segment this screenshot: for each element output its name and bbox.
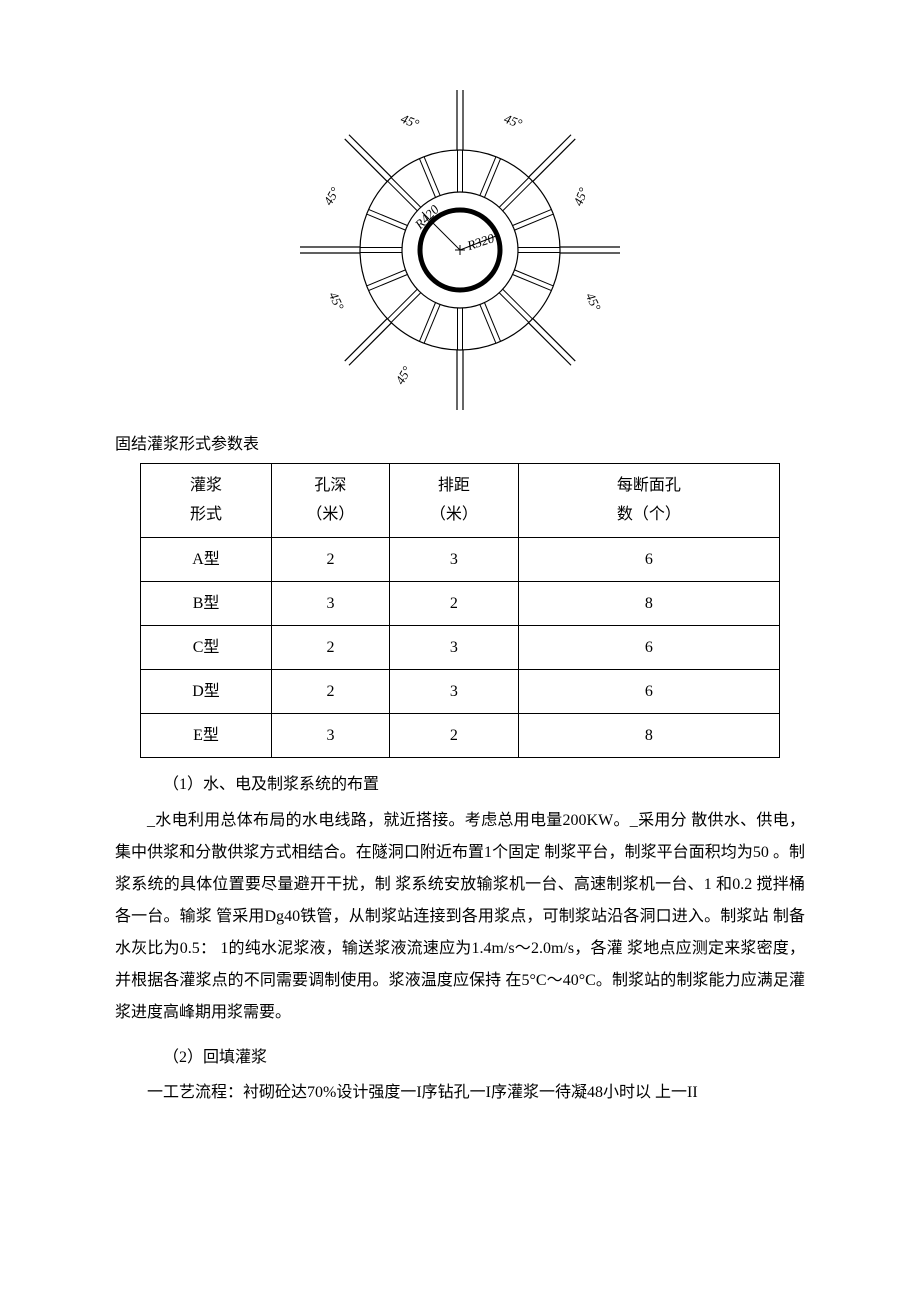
table-row: B型328: [141, 582, 780, 626]
table-cell: A型: [141, 538, 272, 582]
table-cell: 6: [518, 626, 779, 670]
table-cell: D型: [141, 670, 272, 714]
svg-text:45°: 45°: [502, 111, 524, 131]
paragraph-1: _水电利用总体布局的水电线路，就近搭接。考虑总用电量200KW。_采用分 散供水…: [115, 805, 805, 1029]
table-header-row: 灌浆形式 孔深（米） 排距（米） 每断面孔数（个）: [141, 464, 780, 538]
col-header-depth: 孔深（米）: [272, 464, 390, 538]
table-cell: 2: [272, 538, 390, 582]
table-cell: 2: [389, 582, 518, 626]
svg-text:45°: 45°: [320, 184, 342, 207]
table-row: D型236: [141, 670, 780, 714]
col-header-label: 孔深（米）: [306, 477, 354, 523]
table-cell: C型: [141, 626, 272, 670]
table-row: C型236: [141, 626, 780, 670]
table-cell: 2: [272, 670, 390, 714]
svg-text:45°: 45°: [399, 111, 421, 132]
table-cell: 6: [518, 670, 779, 714]
table-caption: 固结灌浆形式参数表: [115, 430, 805, 460]
table-cell: 3: [272, 582, 390, 626]
col-header-label: 灌浆形式: [190, 477, 222, 523]
table-row: A型236: [141, 538, 780, 582]
subheading-1: （1）水、电及制浆系统的布置: [115, 770, 805, 800]
col-header-label: 每断面孔数（个）: [617, 477, 681, 523]
svg-text:45°: 45°: [570, 185, 591, 207]
subheading-2: （2）回填灌浆: [115, 1043, 805, 1073]
table-cell: B型: [141, 582, 272, 626]
grouting-diagram: R420R32045°45°45°45°45°45°45°: [115, 80, 805, 420]
table-cell: 8: [518, 582, 779, 626]
table-cell: 6: [518, 538, 779, 582]
table-cell: 3: [389, 538, 518, 582]
table-cell: 3: [389, 670, 518, 714]
table-cell: 2: [389, 714, 518, 758]
table-cell: 2: [272, 626, 390, 670]
table-cell: 3: [272, 714, 390, 758]
col-header-form: 灌浆形式: [141, 464, 272, 538]
table-cell: E型: [141, 714, 272, 758]
svg-text:45°: 45°: [326, 289, 347, 312]
table-cell: 3: [389, 626, 518, 670]
svg-text:45°: 45°: [583, 290, 604, 313]
col-header-holes: 每断面孔数（个）: [518, 464, 779, 538]
grouting-params-table: 灌浆形式 孔深（米） 排距（米） 每断面孔数（个） A型236B型328C型23…: [140, 463, 780, 758]
paragraph-2: 一工艺流程：衬砌砼达70%设计强度一I序钻孔一I序灌浆一待凝48小时以 上一II: [115, 1077, 805, 1109]
table-cell: 8: [518, 714, 779, 758]
col-header-label: 排距（米）: [430, 477, 478, 523]
col-header-spacing: 排距（米）: [389, 464, 518, 538]
table-row: E型328: [141, 714, 780, 758]
svg-text:45°: 45°: [392, 364, 414, 387]
